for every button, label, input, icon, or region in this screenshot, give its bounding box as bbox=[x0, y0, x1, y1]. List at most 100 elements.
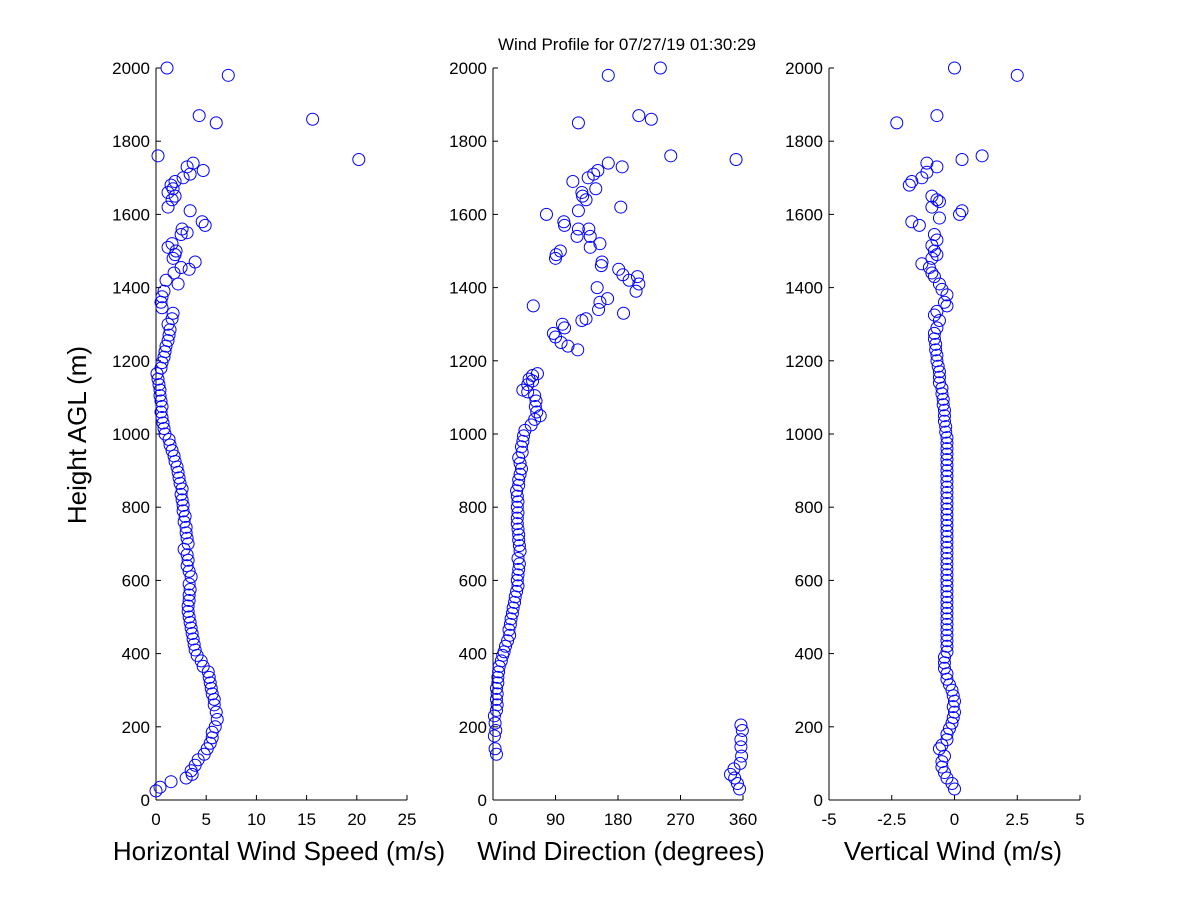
data-point bbox=[940, 513, 954, 527]
data-point bbox=[940, 436, 954, 450]
data-point bbox=[510, 484, 524, 498]
data-point bbox=[940, 497, 954, 511]
data-point bbox=[161, 200, 175, 214]
data-point bbox=[176, 171, 190, 185]
data-point bbox=[735, 749, 749, 763]
data-point bbox=[176, 504, 190, 518]
x-tick-label: 270 bbox=[666, 810, 694, 829]
data-point bbox=[157, 284, 171, 298]
data-point bbox=[735, 723, 749, 737]
data-point bbox=[571, 343, 585, 357]
data-point bbox=[940, 486, 954, 500]
data-point bbox=[488, 742, 502, 756]
data-point bbox=[940, 573, 954, 587]
data-point bbox=[528, 389, 542, 403]
data-point bbox=[154, 405, 168, 419]
data-point bbox=[516, 434, 530, 448]
data-point bbox=[632, 277, 646, 291]
data-point bbox=[168, 174, 182, 188]
data-point bbox=[940, 623, 954, 637]
data-point bbox=[945, 683, 959, 697]
data-point bbox=[176, 498, 190, 512]
data-point bbox=[182, 610, 196, 624]
data-point bbox=[155, 411, 169, 425]
data-point bbox=[589, 182, 603, 196]
data-point bbox=[940, 519, 954, 532]
y-tick-label: 600 bbox=[795, 571, 823, 590]
data-point bbox=[181, 599, 195, 613]
data-point bbox=[203, 676, 217, 690]
data-point bbox=[932, 277, 946, 291]
data-point bbox=[583, 229, 597, 243]
data-point bbox=[306, 112, 320, 126]
data-point bbox=[183, 167, 197, 181]
data-point bbox=[517, 429, 531, 443]
data-point bbox=[526, 368, 540, 382]
data-point bbox=[511, 551, 525, 565]
data-point bbox=[940, 458, 954, 472]
data-point bbox=[153, 389, 167, 403]
data-point bbox=[653, 61, 667, 75]
data-point bbox=[151, 149, 165, 163]
data-point bbox=[920, 156, 934, 170]
data-point bbox=[929, 337, 943, 351]
data-point bbox=[153, 780, 167, 794]
data-point bbox=[932, 742, 946, 756]
y-tick-label: 1200 bbox=[785, 352, 823, 371]
data-point bbox=[601, 156, 615, 170]
data-point bbox=[733, 782, 747, 796]
data-point bbox=[198, 218, 212, 232]
data-point bbox=[940, 601, 954, 615]
data-point bbox=[182, 262, 196, 276]
data-point bbox=[187, 637, 201, 651]
data-point bbox=[932, 370, 946, 384]
data-point bbox=[920, 165, 934, 179]
data-point bbox=[512, 562, 526, 576]
data-point bbox=[953, 207, 967, 221]
x-axis-label: Wind Direction (degrees) bbox=[477, 836, 765, 866]
y-tick-label: 0 bbox=[478, 791, 487, 810]
data-point bbox=[594, 259, 608, 273]
data-point bbox=[940, 617, 954, 631]
data-point bbox=[940, 442, 954, 456]
y-tick-label: 200 bbox=[459, 718, 487, 737]
x-tick-label: 15 bbox=[297, 810, 316, 829]
data-point bbox=[615, 160, 629, 174]
data-point bbox=[512, 557, 526, 571]
data-point bbox=[614, 200, 628, 214]
x-axis-label: Horizontal Wind Speed (m/s) bbox=[113, 836, 445, 866]
data-point bbox=[905, 174, 919, 188]
data-point bbox=[940, 529, 954, 543]
data-point bbox=[183, 204, 197, 218]
y-tick-label: 1800 bbox=[112, 132, 150, 151]
data-point bbox=[733, 756, 747, 770]
data-point bbox=[946, 711, 960, 725]
y-tick-label: 1600 bbox=[785, 205, 823, 224]
data-point bbox=[617, 306, 631, 320]
data-point bbox=[940, 299, 954, 313]
data-point bbox=[164, 775, 178, 789]
data-point bbox=[165, 237, 179, 251]
data-point bbox=[526, 299, 540, 313]
data-point bbox=[940, 540, 954, 554]
data-point bbox=[175, 493, 189, 507]
data-point bbox=[179, 520, 193, 534]
data-point bbox=[940, 606, 954, 620]
data-point bbox=[940, 447, 954, 461]
y-axis-label: Height AGL (m) bbox=[62, 346, 92, 524]
data-point bbox=[940, 491, 954, 505]
data-point bbox=[205, 687, 219, 701]
data-point bbox=[154, 394, 168, 408]
data-point bbox=[940, 562, 954, 576]
data-point bbox=[174, 260, 188, 274]
data-point bbox=[196, 163, 210, 177]
y-tick-label: 1400 bbox=[449, 279, 487, 298]
data-point bbox=[587, 167, 601, 181]
x-tick-label: 0 bbox=[488, 810, 497, 829]
data-point bbox=[209, 116, 223, 130]
data-point bbox=[571, 116, 585, 130]
data-point bbox=[539, 207, 553, 221]
data-point bbox=[504, 612, 518, 626]
data-point bbox=[161, 334, 175, 348]
data-point bbox=[168, 189, 182, 203]
